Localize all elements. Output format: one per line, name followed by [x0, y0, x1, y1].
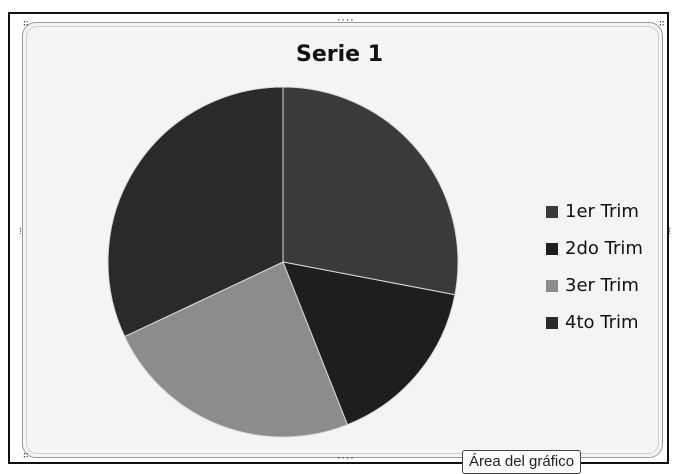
resize-handle-top-left[interactable]: ∷ [23, 19, 29, 29]
legend-item-3er-trim[interactable]: 3er Trim [546, 267, 643, 304]
resize-handle-bottom[interactable]: ···· [336, 454, 355, 464]
pie-slice-3er-trim[interactable] [123, 261, 349, 438]
legend-swatch-3er-trim [546, 279, 558, 292]
legend-item-1er-trim[interactable]: 1er Trim [546, 193, 643, 230]
legend-label: 3er Trim [565, 275, 639, 296]
legend-label: 4to Trim [565, 312, 639, 333]
resize-handle-right[interactable]: ⁞ [667, 227, 673, 237]
pie-slice-1er-trim[interactable] [282, 86, 459, 296]
legend-item-2do-trim[interactable]: 2do Trim [546, 230, 643, 267]
chart-area-tooltip: Área del gráfico [462, 450, 582, 474]
resize-handle-top[interactable]: ···· [336, 16, 355, 26]
legend-label: 2do Trim [565, 238, 643, 259]
pie-slice-2do-trim[interactable] [282, 261, 456, 426]
resize-handle-top-right[interactable]: ∷ [659, 19, 665, 29]
resize-handle-bottom-left[interactable]: ∷ [23, 451, 29, 461]
legend-swatch-2do-trim [546, 242, 558, 255]
pie-slice-4to-trim[interactable] [107, 86, 284, 338]
chart-area-border [26, 26, 659, 454]
legend-item-4to-trim[interactable]: 4to Trim [546, 304, 643, 341]
legend-swatch-4to-trim [546, 316, 558, 329]
legend-label: 1er Trim [565, 201, 639, 222]
resize-handle-left[interactable]: ⁞ [18, 227, 24, 237]
chart-title[interactable]: Serie 1 [295, 42, 384, 67]
chart-legend[interactable]: 1er Trim 2do Trim 3er Trim 4to Trim [546, 193, 643, 341]
legend-swatch-1er-trim [546, 205, 558, 218]
